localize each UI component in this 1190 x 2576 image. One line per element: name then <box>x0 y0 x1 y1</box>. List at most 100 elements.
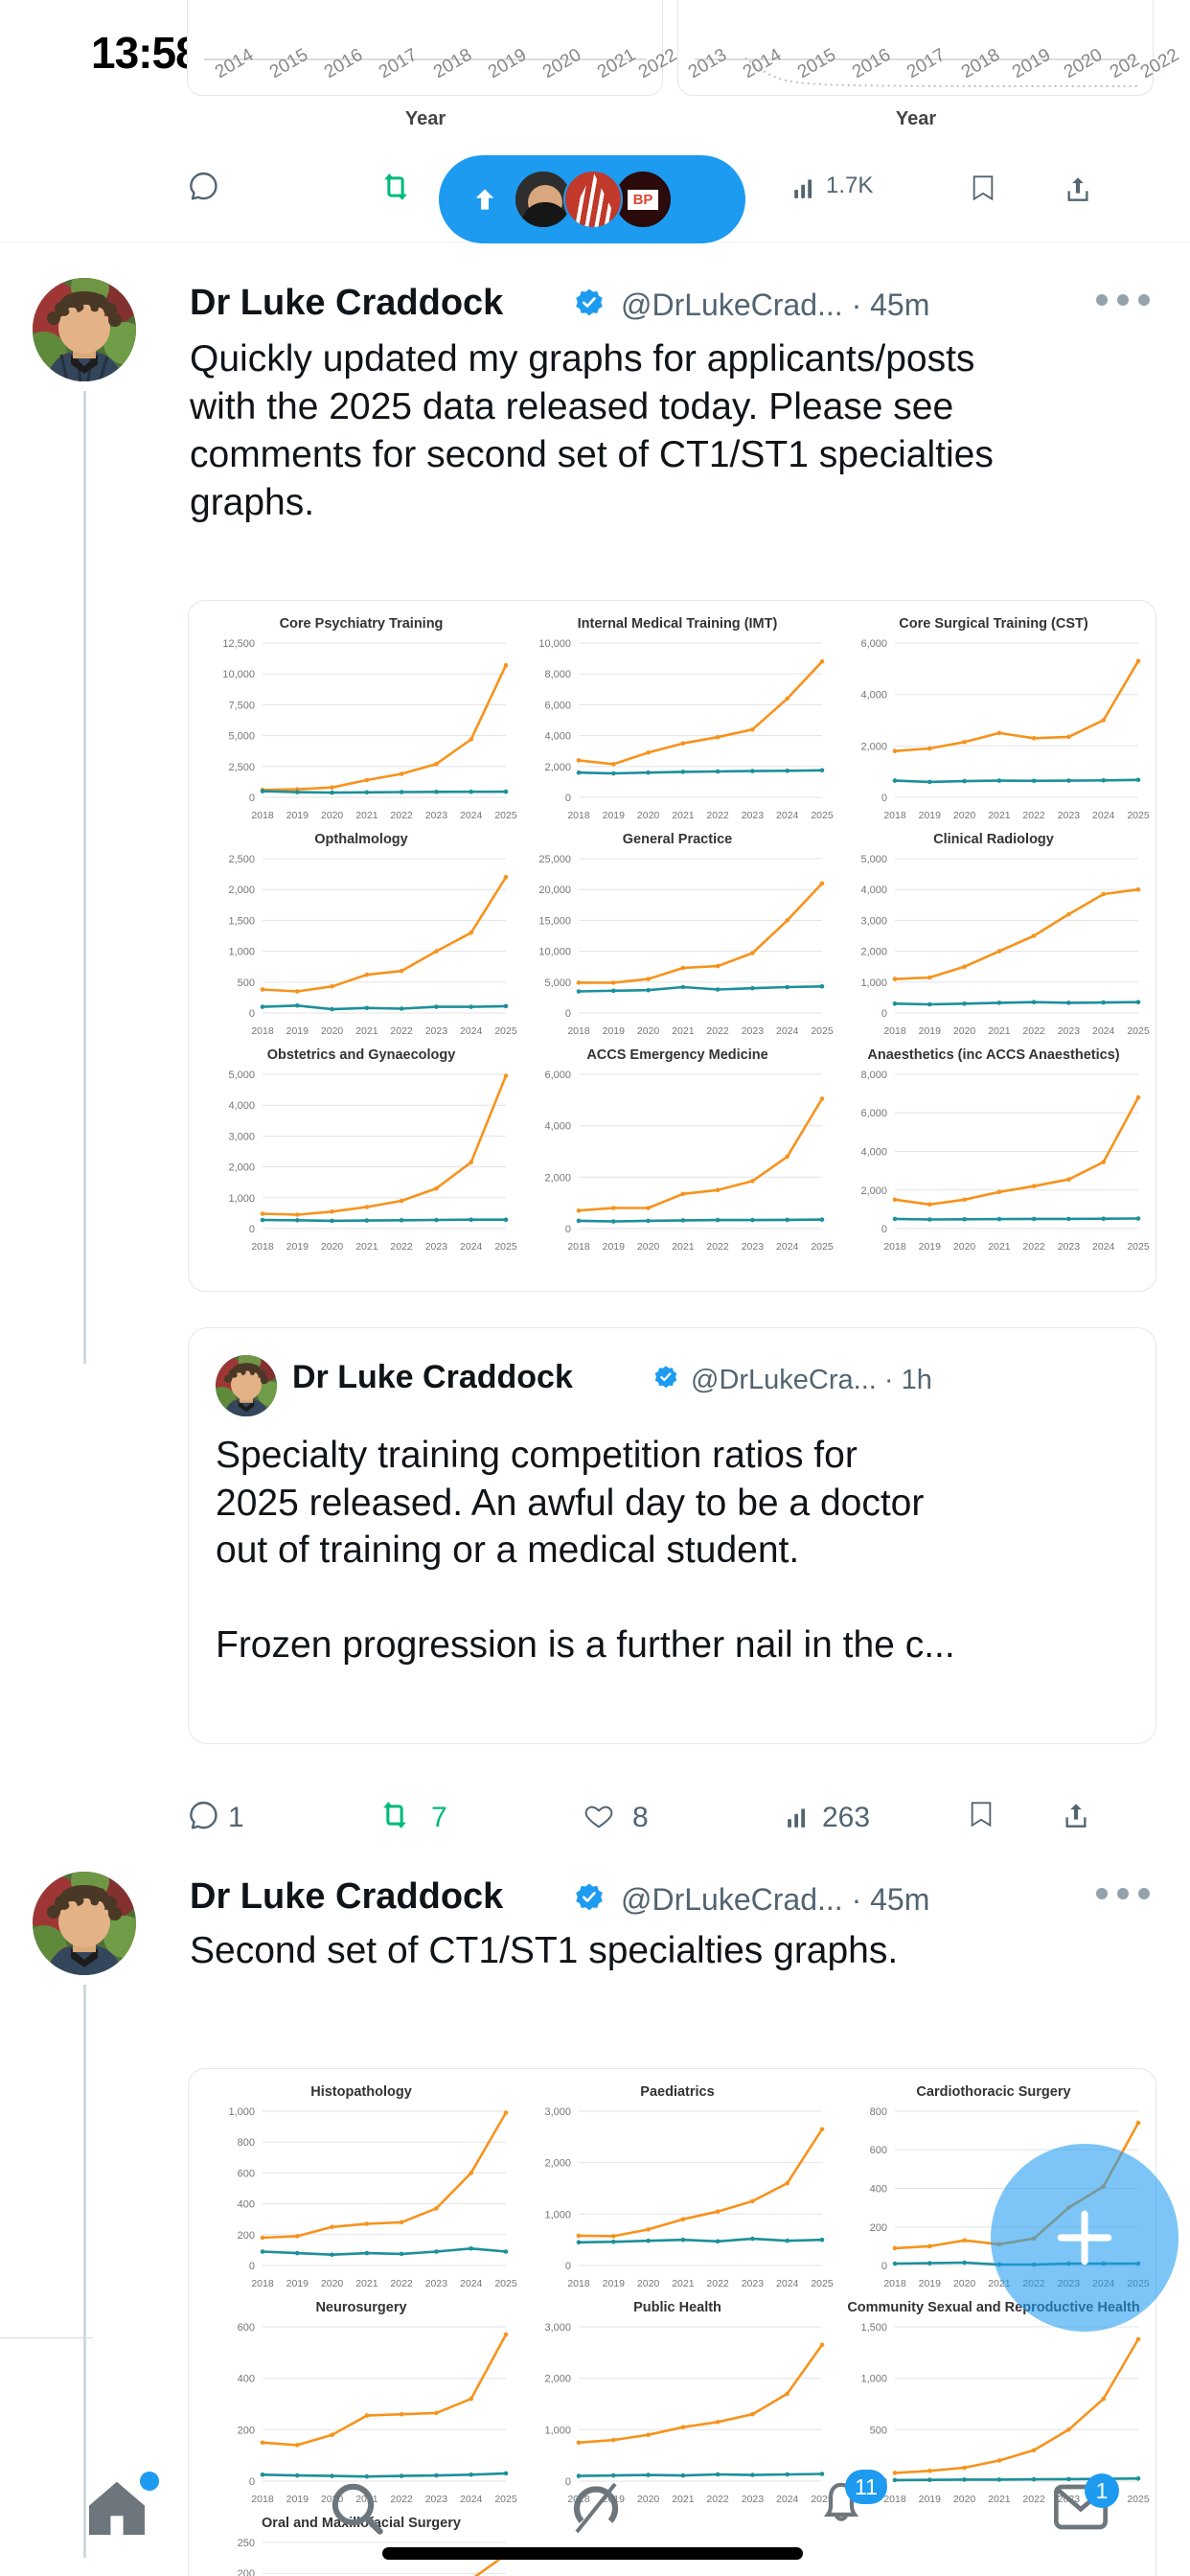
svg-text:2021: 2021 <box>988 1025 1011 1037</box>
svg-text:2023: 2023 <box>425 1025 448 1037</box>
svg-text:5,000: 5,000 <box>228 1070 255 1081</box>
svg-text:Cardiothoracic Surgery: Cardiothoracic Surgery <box>916 2084 1070 2100</box>
svg-text:2018: 2018 <box>251 1025 274 1037</box>
svg-text:2020: 2020 <box>321 810 344 821</box>
svg-text:1,500: 1,500 <box>228 915 255 927</box>
svg-text:2023: 2023 <box>425 810 448 821</box>
svg-text:4,000: 4,000 <box>228 1100 255 1112</box>
svg-text:12,500: 12,500 <box>222 638 255 650</box>
svg-text:2018: 2018 <box>567 1025 590 1037</box>
svg-text:0: 0 <box>565 1008 571 1020</box>
svg-text:2019: 2019 <box>286 1241 309 1253</box>
svg-text:2021: 2021 <box>355 2278 378 2289</box>
svg-text:2021: 2021 <box>672 1241 695 1253</box>
svg-text:Core Surgical Training (CST): Core Surgical Training (CST) <box>899 616 1088 632</box>
svg-text:2021: 2021 <box>355 1241 378 1253</box>
svg-text:1,000: 1,000 <box>228 947 255 958</box>
svg-text:0: 0 <box>881 1224 887 1235</box>
svg-text:General Practice: General Practice <box>623 832 732 847</box>
svg-text:2018: 2018 <box>883 1025 906 1037</box>
svg-text:0: 0 <box>249 1008 255 1020</box>
svg-text:2023: 2023 <box>742 2278 765 2289</box>
svg-text:2020: 2020 <box>953 1025 976 1037</box>
svg-text:2019: 2019 <box>919 810 942 821</box>
svg-text:10,000: 10,000 <box>222 669 255 680</box>
svg-text:2025: 2025 <box>1127 810 1150 821</box>
svg-text:ACCS Emergency Medicine: ACCS Emergency Medicine <box>586 1047 767 1063</box>
svg-text:2025: 2025 <box>494 1241 517 1253</box>
svg-text:8,000: 8,000 <box>544 669 571 680</box>
svg-text:2019: 2019 <box>603 1241 626 1253</box>
svg-text:2021: 2021 <box>988 810 1011 821</box>
svg-text:2,000: 2,000 <box>228 1162 255 1174</box>
svg-text:3,000: 3,000 <box>544 2106 571 2118</box>
svg-text:2024: 2024 <box>460 2278 483 2289</box>
svg-text:2025: 2025 <box>811 1025 834 1037</box>
svg-text:Opthalmology: Opthalmology <box>314 832 407 847</box>
svg-text:600: 600 <box>238 2322 255 2334</box>
svg-text:2024: 2024 <box>776 810 799 821</box>
svg-text:2021: 2021 <box>672 1025 695 1037</box>
svg-text:6,000: 6,000 <box>544 700 571 711</box>
svg-text:2025: 2025 <box>494 810 517 821</box>
svg-text:2021: 2021 <box>988 1241 1011 1253</box>
svg-text:2024: 2024 <box>460 1241 483 1253</box>
svg-text:2018: 2018 <box>251 2278 274 2289</box>
svg-text:2020: 2020 <box>953 2278 976 2289</box>
svg-text:2024: 2024 <box>776 2278 799 2289</box>
svg-text:2022: 2022 <box>390 1025 413 1037</box>
svg-text:Internal Medical Training (IMT: Internal Medical Training (IMT) <box>578 616 778 632</box>
svg-text:2018: 2018 <box>251 1241 274 1253</box>
svg-text:20,000: 20,000 <box>538 885 571 896</box>
svg-text:2,000: 2,000 <box>860 741 887 752</box>
svg-text:8,000: 8,000 <box>860 1070 887 1081</box>
svg-text:25,000: 25,000 <box>538 854 571 865</box>
svg-text:6,000: 6,000 <box>860 638 887 650</box>
svg-text:2025: 2025 <box>811 2278 834 2289</box>
svg-text:2024: 2024 <box>776 1025 799 1037</box>
svg-text:2022: 2022 <box>706 1241 729 1253</box>
svg-text:1,000: 1,000 <box>228 1193 255 1205</box>
svg-text:2022: 2022 <box>1022 1025 1045 1037</box>
svg-text:2018: 2018 <box>251 810 274 821</box>
svg-text:6,000: 6,000 <box>860 1108 887 1119</box>
svg-text:2019: 2019 <box>603 2278 626 2289</box>
svg-text:2018: 2018 <box>883 810 906 821</box>
svg-text:2025: 2025 <box>494 2278 517 2289</box>
svg-text:7,500: 7,500 <box>228 700 255 711</box>
svg-text:200: 200 <box>870 2222 887 2234</box>
svg-text:4,000: 4,000 <box>860 1147 887 1159</box>
svg-text:2023: 2023 <box>1058 810 1081 821</box>
svg-text:2021: 2021 <box>672 810 695 821</box>
svg-text:2020: 2020 <box>637 810 660 821</box>
svg-text:0: 0 <box>249 793 255 804</box>
svg-text:200: 200 <box>238 2230 255 2242</box>
svg-text:2025: 2025 <box>1127 1241 1150 1253</box>
svg-text:2024: 2024 <box>1092 1241 1115 1253</box>
svg-text:2023: 2023 <box>425 1241 448 1253</box>
svg-text:2,000: 2,000 <box>544 2374 571 2385</box>
svg-text:Clinical Radiology: Clinical Radiology <box>933 832 1054 847</box>
svg-text:1,000: 1,000 <box>544 2209 571 2220</box>
svg-text:400: 400 <box>870 2184 887 2196</box>
svg-text:500: 500 <box>238 978 255 989</box>
svg-text:2020: 2020 <box>321 1025 344 1037</box>
svg-text:3,000: 3,000 <box>860 915 887 927</box>
svg-text:5,000: 5,000 <box>544 978 571 989</box>
svg-text:2020: 2020 <box>321 2278 344 2289</box>
svg-text:2018: 2018 <box>883 2278 906 2289</box>
svg-text:0: 0 <box>881 793 887 804</box>
svg-text:1,500: 1,500 <box>860 2322 887 2334</box>
svg-text:2024: 2024 <box>776 1241 799 1253</box>
svg-text:2021: 2021 <box>672 2278 695 2289</box>
svg-text:0: 0 <box>881 2261 887 2272</box>
svg-text:600: 600 <box>870 2145 887 2156</box>
svg-text:2021: 2021 <box>355 1025 378 1037</box>
svg-text:2022: 2022 <box>706 1025 729 1037</box>
svg-text:3,000: 3,000 <box>544 2322 571 2334</box>
svg-text:2023: 2023 <box>1058 1025 1081 1037</box>
svg-text:2020: 2020 <box>321 1241 344 1253</box>
svg-text:4,000: 4,000 <box>860 885 887 896</box>
svg-text:2025: 2025 <box>1127 1025 1150 1037</box>
svg-text:2,000: 2,000 <box>860 1185 887 1197</box>
